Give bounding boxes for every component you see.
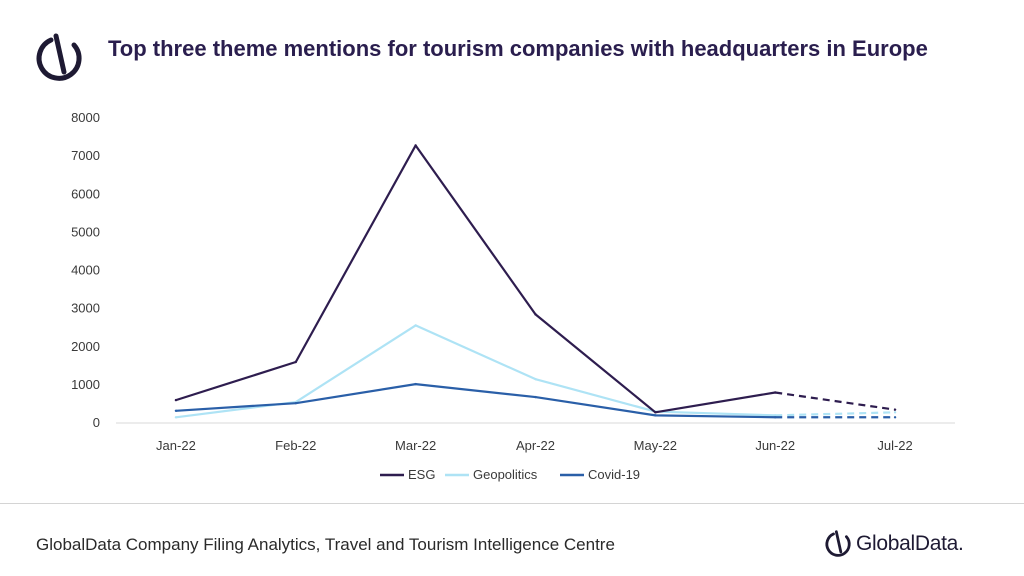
data-point-covid-19 (174, 409, 178, 412)
data-point-covid-19 (414, 382, 417, 386)
brand-logo: GlobalData. (824, 526, 964, 562)
y-tick-label: 2000 (71, 339, 100, 354)
y-tick-label: 5000 (71, 224, 100, 239)
legend-label-esg: ESG (408, 467, 435, 482)
y-tick-label: 3000 (71, 301, 100, 316)
globaldata-logo-icon (36, 33, 82, 81)
x-tick-label: Jan-22 (156, 438, 196, 453)
data-point-covid-19 (534, 395, 537, 399)
x-tick-label: Mar-22 (395, 438, 436, 453)
legend-label-covid-19: Covid-19 (588, 467, 640, 482)
data-point-covid-19 (774, 416, 777, 419)
series-line-covid-19 (175, 383, 776, 419)
data-point-esg (294, 360, 297, 364)
y-tick-label: 6000 (71, 186, 100, 201)
brand-name: GlobalData. (856, 532, 964, 555)
data-point-esg (774, 391, 777, 394)
data-point-geopolitics (893, 411, 897, 414)
y-tick-label: 0 (93, 415, 100, 430)
data-point-esg (893, 408, 897, 411)
data-point-covid-19 (893, 416, 897, 419)
x-tick-label: Jun-22 (755, 438, 795, 453)
x-tick-label: Jul-22 (877, 438, 912, 453)
series-projection-geopolitics (775, 411, 896, 417)
source-note: GlobalData Company Filing Analytics, Tra… (36, 535, 615, 554)
data-point-covid-19 (294, 401, 297, 405)
y-tick-label: 8000 (71, 110, 100, 125)
data-point-esg (414, 144, 417, 147)
data-point-geopolitics (414, 324, 417, 327)
footer-divider (0, 503, 1024, 504)
x-tick-label: Apr-22 (516, 438, 555, 453)
data-point-esg (174, 398, 178, 402)
y-tick-label: 7000 (71, 148, 100, 163)
y-tick-label: 4000 (71, 263, 100, 278)
data-point-esg (534, 313, 537, 316)
line-chart: 0 1000 2000 3000 4000 5000 6000 7000 8000 Jan-22 F… (71, 110, 955, 482)
data-point-geopolitics (534, 377, 537, 381)
data-point-esg (654, 411, 657, 414)
y-tick-label: 1000 (71, 377, 100, 392)
chart-title: Top three theme mentions for tourism com… (108, 36, 928, 61)
x-tick-label: May-22 (634, 438, 677, 453)
x-tick-label: Feb-22 (275, 438, 316, 453)
data-point-geopolitics (774, 414, 777, 417)
series-projection-esg (775, 391, 896, 411)
legend-label-geopolitics: Geopolitics (473, 467, 538, 482)
series-line-esg (175, 144, 776, 414)
data-point-covid-19 (654, 414, 657, 417)
data-point-geopolitics (174, 416, 178, 419)
globaldata-mark-icon (825, 530, 851, 557)
